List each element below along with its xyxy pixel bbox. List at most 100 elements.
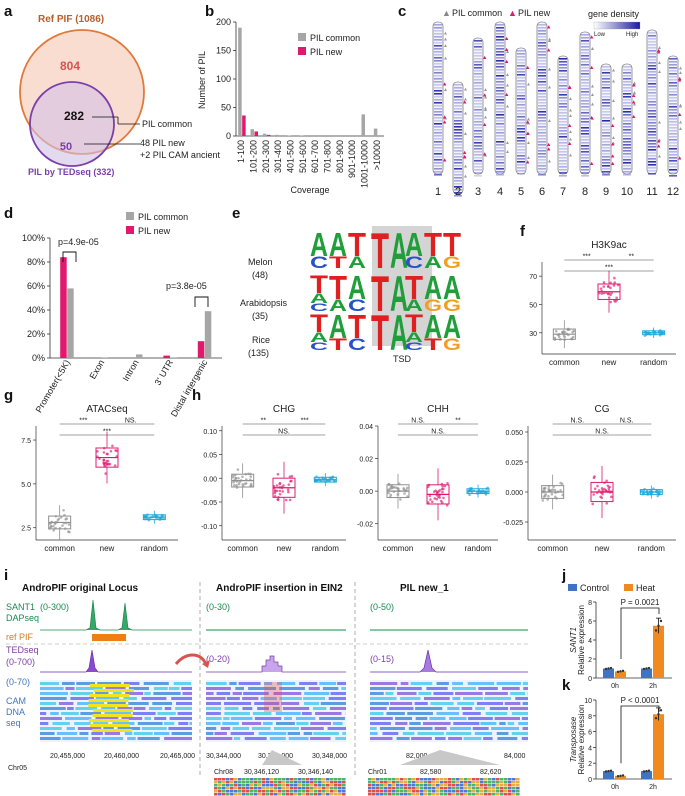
cam-read (436, 712, 459, 715)
chart-b-xtick: 1-100 (236, 140, 246, 163)
aligned-base (424, 793, 428, 796)
aligned-base (428, 793, 432, 796)
cam-read (447, 707, 460, 710)
boxplot-point (433, 497, 436, 500)
boxplot-point (601, 488, 604, 492)
aligned-base (250, 784, 254, 787)
aligned-base (322, 784, 326, 787)
pil-common-marker: ▲ (678, 70, 683, 76)
cam-read (370, 682, 398, 685)
aligned-base (302, 778, 306, 781)
aligned-base (298, 787, 302, 790)
aligned-base (326, 784, 330, 787)
aligned-base (460, 787, 464, 790)
aligned-base (290, 787, 294, 790)
cam-read (414, 702, 428, 705)
cam-read (483, 737, 493, 740)
logo-letter: A (310, 290, 328, 306)
aligned-base (342, 793, 346, 796)
aligned-base (298, 781, 302, 784)
boxplot-point (606, 292, 610, 296)
aligned-base (448, 778, 452, 781)
cam-read (408, 727, 433, 730)
logo-letter: A (348, 270, 366, 307)
logo-letter: A (443, 270, 461, 307)
cam-read (242, 697, 259, 700)
aligned-base (384, 781, 388, 784)
cam-read (214, 732, 227, 735)
pil-common-marker: ▲ (657, 45, 662, 51)
aligned-base (476, 784, 480, 787)
boxplot-point (601, 492, 604, 496)
cam-read (144, 692, 151, 695)
tsd-label: TSD (393, 354, 412, 364)
cam-read (521, 717, 528, 720)
cam-read (153, 687, 168, 690)
expr-legend-control: Control (580, 583, 609, 593)
chart-b-bar-common (373, 128, 378, 136)
pil-new-marker: ▲ (589, 34, 594, 40)
aligned-base (448, 790, 452, 793)
aligned-base (404, 793, 408, 796)
aligned-base (254, 787, 258, 790)
cam-read (370, 722, 391, 725)
boxplot-point (614, 300, 617, 303)
pil-common-marker: ▲ (590, 46, 595, 52)
logo-letter: A (424, 309, 442, 346)
aligned-base (480, 781, 484, 784)
aligned-base (448, 781, 452, 784)
aligned-base (388, 790, 392, 793)
boxplot-point (241, 475, 244, 479)
aligned-base (452, 787, 456, 790)
pil-new-marker: ▲ (610, 123, 615, 129)
cam-read (40, 687, 64, 690)
pil-common-marker: ▲ (443, 37, 448, 43)
aligned-base (302, 787, 306, 790)
cam-read (417, 732, 444, 735)
boxplot-point (281, 490, 285, 493)
panel-label-e: e (232, 205, 240, 222)
pil-common-marker: ▲ (678, 104, 683, 110)
pil-common-marker: ▲ (590, 83, 595, 89)
boxplot-point (249, 475, 253, 478)
boxplot-ytick: 7.5 (21, 438, 31, 445)
pil-common-marker: ▲ (632, 81, 637, 87)
boxplot-point (389, 485, 393, 488)
aligned-base (298, 784, 302, 787)
logo-letter: T (371, 304, 389, 361)
boxplot-point (615, 296, 618, 300)
boxplot-point (396, 494, 400, 497)
cam-read (123, 697, 137, 700)
expr-replicate (659, 709, 663, 712)
track-range-ted-3: (0-15) (370, 654, 394, 664)
aligned-base (338, 787, 342, 790)
boxplot-point (442, 496, 445, 500)
pil-new-marker: ▲ (589, 65, 594, 71)
cam-read (141, 697, 167, 700)
expr-ytick: 8 (588, 600, 592, 607)
cam-read (395, 722, 408, 725)
aligned-base (488, 784, 492, 787)
pil-new-marker: ▲ (656, 48, 661, 54)
boxplot-ytick: 70 (529, 274, 537, 281)
pil-new-marker: ▲ (567, 141, 572, 147)
zoom-3-coord-b: 82,620 (480, 769, 502, 776)
cam-read (448, 737, 463, 740)
aligned-base (270, 784, 274, 787)
cam-read (455, 692, 483, 695)
aligned-base (516, 784, 520, 787)
aligned-base (432, 778, 436, 781)
chart-b-bar-common (262, 133, 267, 136)
pil-new-marker: ▲ (631, 82, 636, 88)
logo-letter: A (405, 296, 423, 315)
chart-b-bar-common (275, 134, 279, 136)
aligned-base (330, 778, 334, 781)
aligned-base (484, 778, 488, 781)
aligned-base (230, 784, 234, 787)
chart-b-bar-common (287, 135, 291, 136)
aligned-base (262, 778, 266, 781)
cam-read (328, 697, 346, 700)
aligned-base (412, 784, 416, 787)
pil-common-marker: ▲ (568, 96, 573, 102)
